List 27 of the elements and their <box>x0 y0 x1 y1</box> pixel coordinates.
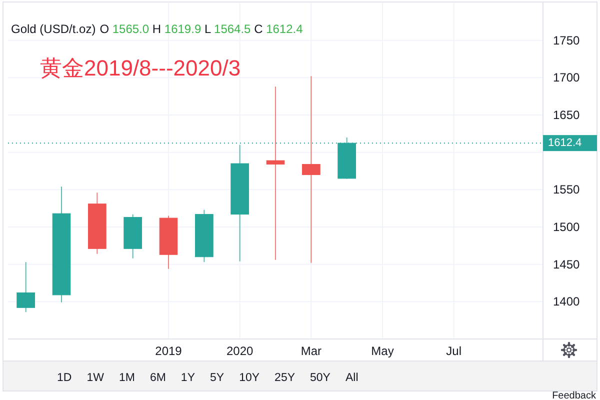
range-button-label: 6M <box>150 372 166 384</box>
title: 黄金2019/8---2020/3 <box>40 56 241 80</box>
range-button-label: 5Y <box>210 372 224 384</box>
range-button-label: 1D <box>57 372 72 384</box>
x-tick-label: 2019 <box>155 344 182 358</box>
range-button-label: 10Y <box>239 372 260 384</box>
y-tick-label: 1500 <box>553 220 580 234</box>
range-button-label: 1M <box>118 372 135 384</box>
x-tick-label: 2020 <box>226 344 254 358</box>
y-tick-label: 1700 <box>553 70 580 85</box>
range-button-label: 1Y <box>180 372 195 384</box>
range-button-label: 25Y <box>274 372 296 384</box>
range-button-label: 50Y <box>310 372 330 384</box>
ref-line-label: 1612.4 <box>548 137 582 150</box>
annotation-footer: Feedback <box>552 390 596 400</box>
y-tick-label: 1550 <box>553 182 580 197</box>
y-tick-label: 1450 <box>553 257 580 272</box>
range-button-label: All <box>345 372 358 384</box>
range-button-label: 1W <box>86 372 104 384</box>
y-tick-label: 1400 <box>553 294 580 309</box>
x-tick-label: Mar <box>300 344 322 358</box>
annotation-ohlc: O 1565.0 H 1619.9 L 1564.5 C 1612.4 <box>100 22 303 36</box>
y-tick-label: 1650 <box>553 108 580 122</box>
x-tick-label: May <box>371 344 394 358</box>
subtitle: Gold (USD/t.oz) <box>11 22 96 36</box>
y-tick-label: 1750 <box>553 33 580 48</box>
x-tick-label: Jul <box>446 344 462 358</box>
